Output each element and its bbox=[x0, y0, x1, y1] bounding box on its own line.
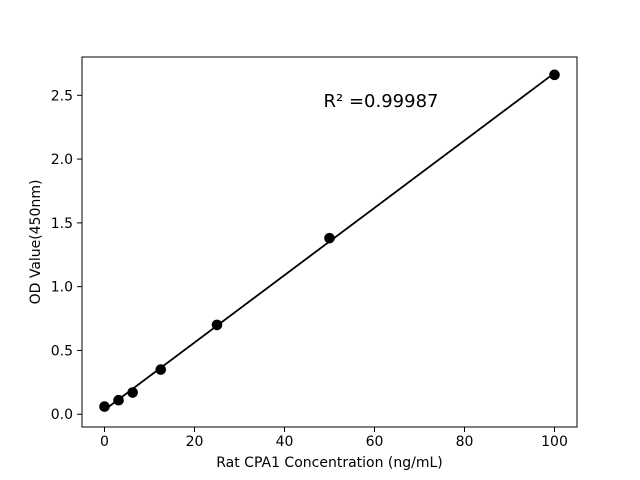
data-point bbox=[113, 394, 124, 406]
y-axis-label: OD Value(450nm) bbox=[28, 180, 44, 305]
data-point bbox=[549, 69, 560, 81]
data-point bbox=[127, 387, 138, 398]
y-tick-label: 2.5 bbox=[51, 88, 73, 104]
data-point bbox=[324, 232, 335, 244]
x-axis-label: Rat CPA1 Concentration (ng/mL) bbox=[216, 455, 443, 471]
plot-spines bbox=[81, 56, 578, 428]
x-tick-label: 40 bbox=[276, 434, 294, 450]
y-tick-label: 0.0 bbox=[51, 407, 73, 423]
x-tick-label: 20 bbox=[186, 434, 204, 450]
data-point bbox=[99, 401, 110, 412]
data-point bbox=[155, 364, 167, 375]
y-tick-label: 1.0 bbox=[51, 280, 73, 296]
chart-dynamic-layer: 0 20 40 60 80 100 0.0 0.5 1.0 1.5 2.0 2.5 bbox=[51, 56, 578, 450]
r-squared-annotation: R² =0.99987 bbox=[324, 91, 439, 112]
y-tick-label: 2.0 bbox=[51, 152, 73, 168]
x-tick-label: 100 bbox=[541, 434, 568, 450]
data-point bbox=[211, 319, 223, 331]
y-tick-label: 1.5 bbox=[51, 216, 73, 232]
x-tick-label: 80 bbox=[456, 434, 474, 450]
y-tick-label: 0.5 bbox=[51, 343, 73, 359]
x-tick-label: 60 bbox=[366, 434, 384, 450]
x-tick-label: 0 bbox=[100, 434, 109, 450]
